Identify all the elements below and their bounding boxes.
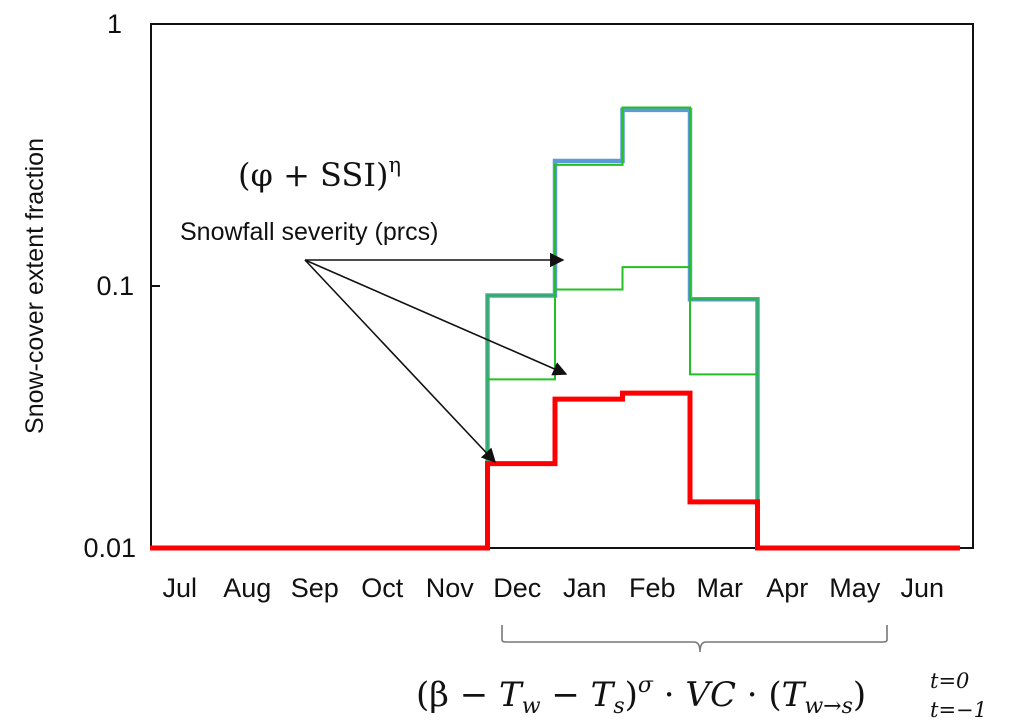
formula-limit-upper: t=0	[930, 669, 969, 693]
series-line-3	[150, 390, 960, 551]
formula-temperature: (β − Tw − Ts)σ · VC · (Tw→s)	[416, 673, 866, 719]
arrow-label: Snowfall severity (prcs)	[180, 218, 438, 246]
formula-part: σ	[638, 673, 654, 698]
formula-part: w	[522, 694, 541, 719]
x-tick-label: Aug	[223, 573, 271, 603]
arrow-to-dec-middle	[304, 259, 568, 376]
x-tick-label: Nov	[426, 573, 475, 603]
season-bracket	[501, 625, 888, 653]
x-tick-label: Jul	[162, 573, 197, 603]
y-axis-label: Snow-cover extent fraction	[21, 138, 49, 434]
x-tick-label: Jun	[900, 573, 944, 603]
plot-frame	[150, 23, 974, 549]
formula-phi-ssi-exponent: η	[388, 153, 401, 177]
formula-part: w→s	[804, 694, 853, 719]
x-tick-label: May	[829, 573, 881, 603]
formula-part: s	[613, 694, 624, 719]
arrow-to-dec-lower	[304, 259, 496, 464]
x-tick-label: Oct	[361, 573, 404, 603]
formula-part: (β −	[416, 675, 499, 715]
formula-phi-ssi: (φ + SSI)η	[238, 153, 401, 194]
formula-limit-lower: t=−1	[930, 698, 987, 722]
formula-part: T	[591, 675, 616, 715]
x-tick-label: Dec	[493, 573, 541, 603]
x-tick-label: Apr	[766, 573, 808, 603]
series-group	[150, 106, 960, 551]
x-axis: Jul Aug Sep Oct Nov Dec Jan Feb Mar Apr May Jun	[162, 573, 944, 603]
formula-part: )	[853, 675, 866, 715]
formula-part: )	[625, 675, 638, 715]
x-tick-label: Mar	[697, 573, 744, 603]
y-tick-label: 1	[107, 9, 122, 39]
formula-part: −	[541, 675, 591, 715]
x-tick-label: Feb	[629, 573, 676, 603]
formula-part: · (	[736, 675, 782, 715]
formula-part: T	[499, 675, 524, 715]
y-tick-label: 0.1	[96, 271, 134, 301]
x-tick-label: Jan	[563, 573, 607, 603]
y-axis: 1 0.1 0.01	[83, 9, 160, 563]
formula-part: T	[782, 675, 807, 715]
annotation-arrows	[304, 252, 568, 464]
y-tick-label: 0.01	[83, 533, 136, 563]
formula-phi-ssi-base: (φ + SSI)	[238, 156, 388, 194]
x-tick-label: Sep	[291, 573, 339, 603]
formula-part: ·	[653, 675, 685, 715]
formula-part: VC	[685, 675, 736, 715]
